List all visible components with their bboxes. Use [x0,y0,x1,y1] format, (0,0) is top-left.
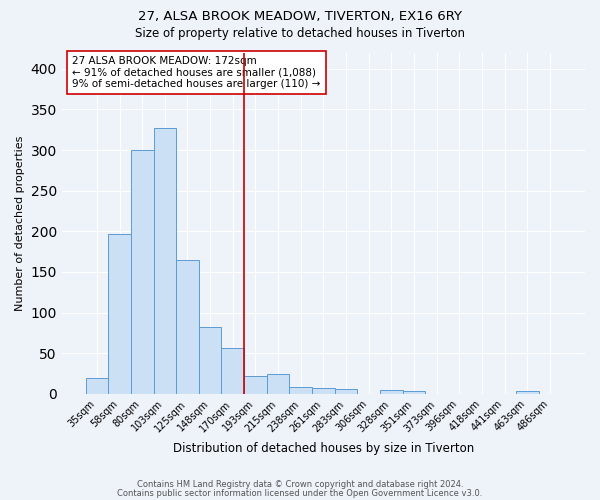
Bar [289,388,312,394]
Bar [86,378,108,394]
Text: Contains HM Land Registry data © Crown copyright and database right 2024.: Contains HM Land Registry data © Crown c… [137,480,463,489]
Bar [108,234,131,394]
Bar [244,376,267,394]
Y-axis label: Number of detached properties: Number of detached properties [15,136,25,311]
Text: 27, ALSA BROOK MEADOW, TIVERTON, EX16 6RY: 27, ALSA BROOK MEADOW, TIVERTON, EX16 6R… [138,10,462,23]
Bar [176,260,199,394]
Bar [131,150,154,394]
Bar [221,348,244,394]
Text: Size of property relative to detached houses in Tiverton: Size of property relative to detached ho… [135,28,465,40]
X-axis label: Distribution of detached houses by size in Tiverton: Distribution of detached houses by size … [173,442,474,455]
Text: Contains public sector information licensed under the Open Government Licence v3: Contains public sector information licen… [118,490,482,498]
Bar [154,128,176,394]
Bar [516,390,539,394]
Bar [335,389,358,394]
Text: 27 ALSA BROOK MEADOW: 172sqm
← 91% of detached houses are smaller (1,088)
9% of : 27 ALSA BROOK MEADOW: 172sqm ← 91% of de… [72,56,320,89]
Bar [267,374,289,394]
Bar [312,388,335,394]
Bar [380,390,403,394]
Bar [403,390,425,394]
Bar [199,327,221,394]
